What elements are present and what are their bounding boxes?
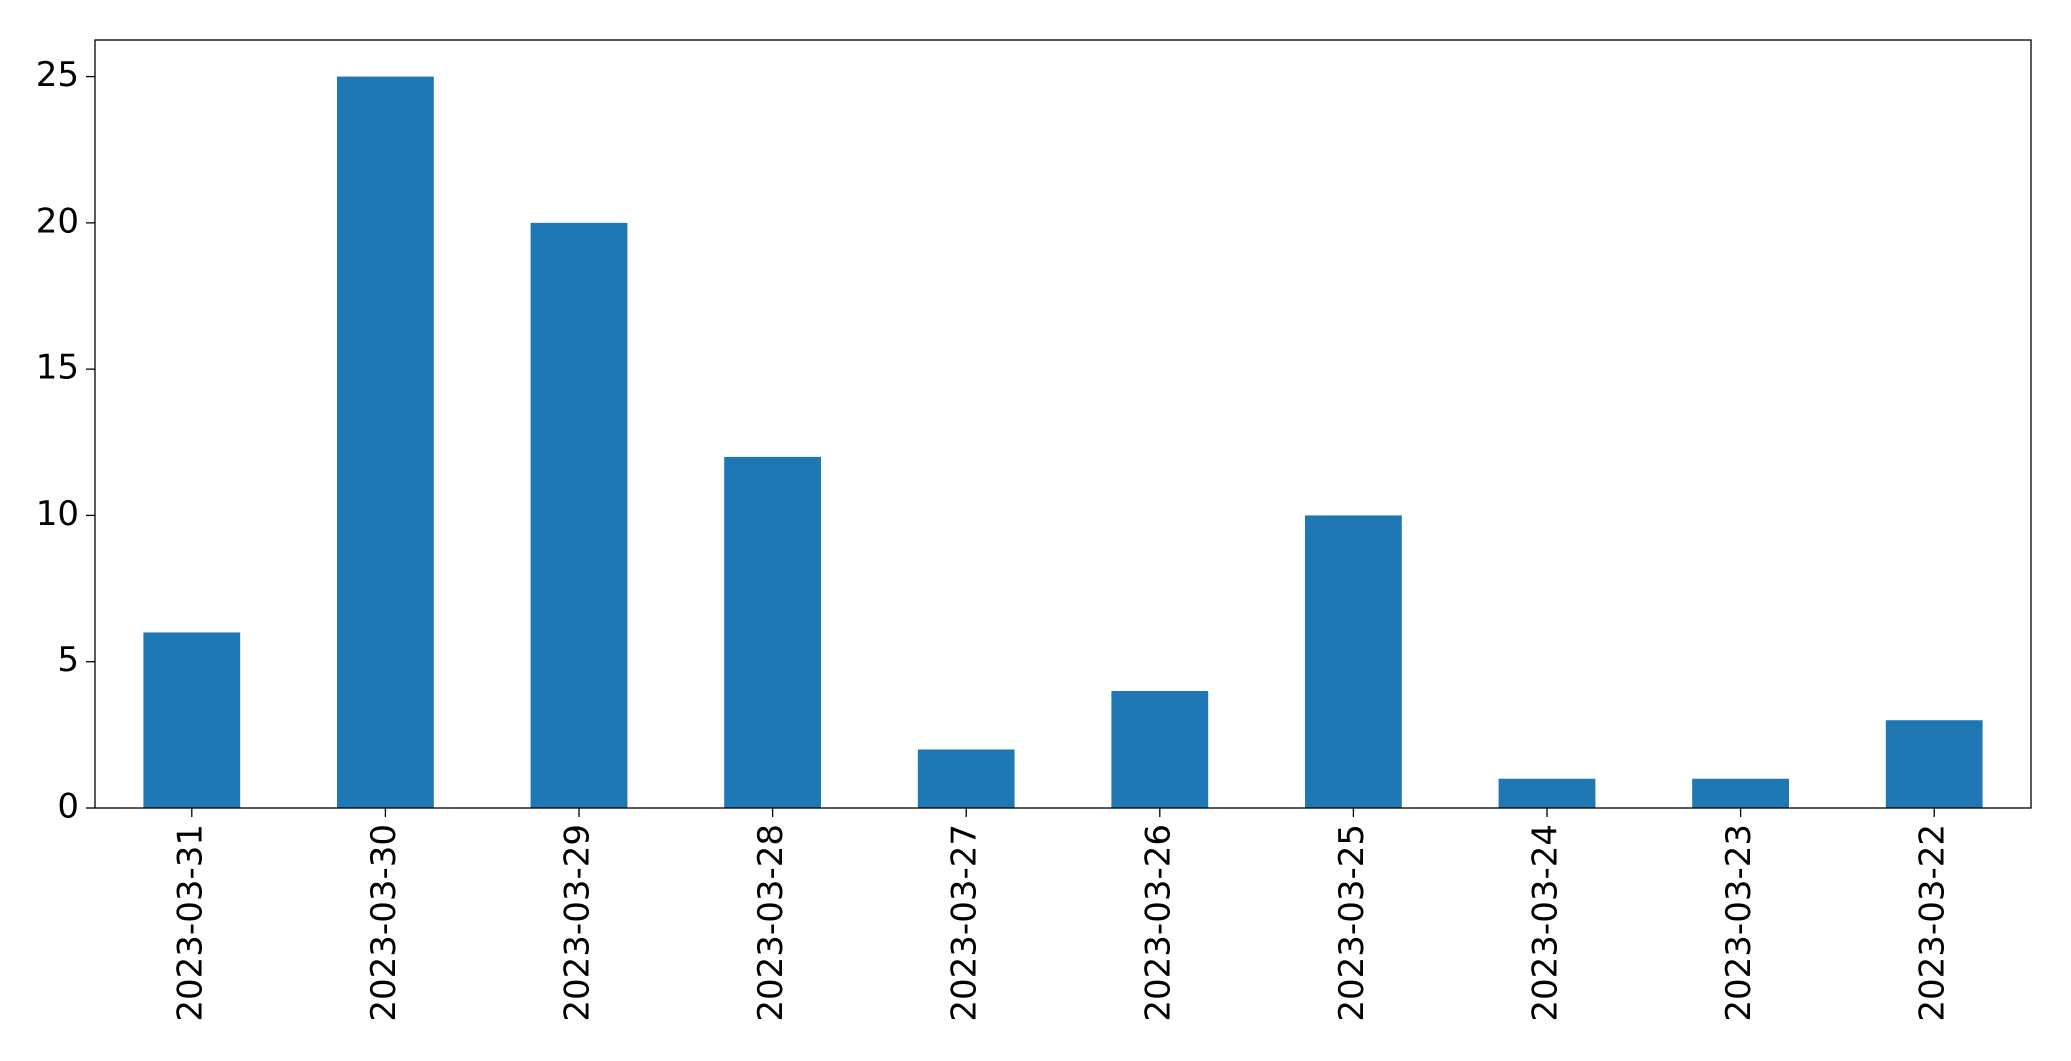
bar [1111, 690, 1209, 808]
x-tick-label: 2023-03-24 [1526, 824, 1566, 1022]
bar [1692, 778, 1789, 808]
x-tick-label: 2023-03-27 [945, 824, 985, 1022]
y-tick-label: 20 [36, 201, 79, 241]
x-tick-label: 2023-03-30 [364, 824, 404, 1022]
bar [337, 76, 434, 809]
x-tick-label: 2023-03-25 [1332, 824, 1372, 1022]
y-tick-label: 25 [36, 55, 79, 95]
bar [143, 632, 241, 808]
y-tick-label: 5 [57, 640, 79, 680]
bar [530, 222, 628, 808]
bar [1305, 515, 1402, 808]
y-tick-label: 10 [36, 494, 79, 534]
bar [917, 749, 1015, 808]
x-tick-label: 2023-03-26 [1138, 824, 1178, 1022]
bar [724, 456, 821, 808]
bar [1498, 778, 1596, 808]
x-tick-label: 2023-03-22 [1913, 824, 1953, 1022]
bar [1885, 720, 1983, 808]
x-tick-label: 2023-03-28 [751, 824, 791, 1022]
y-tick-label: 0 [57, 787, 79, 827]
plot-frame [94, 39, 2032, 809]
x-tick-label: 2023-03-29 [558, 824, 598, 1022]
x-tick-label: 2023-03-31 [170, 824, 210, 1022]
x-tick-label: 2023-03-23 [1719, 824, 1759, 1022]
y-tick-label: 15 [36, 348, 79, 388]
